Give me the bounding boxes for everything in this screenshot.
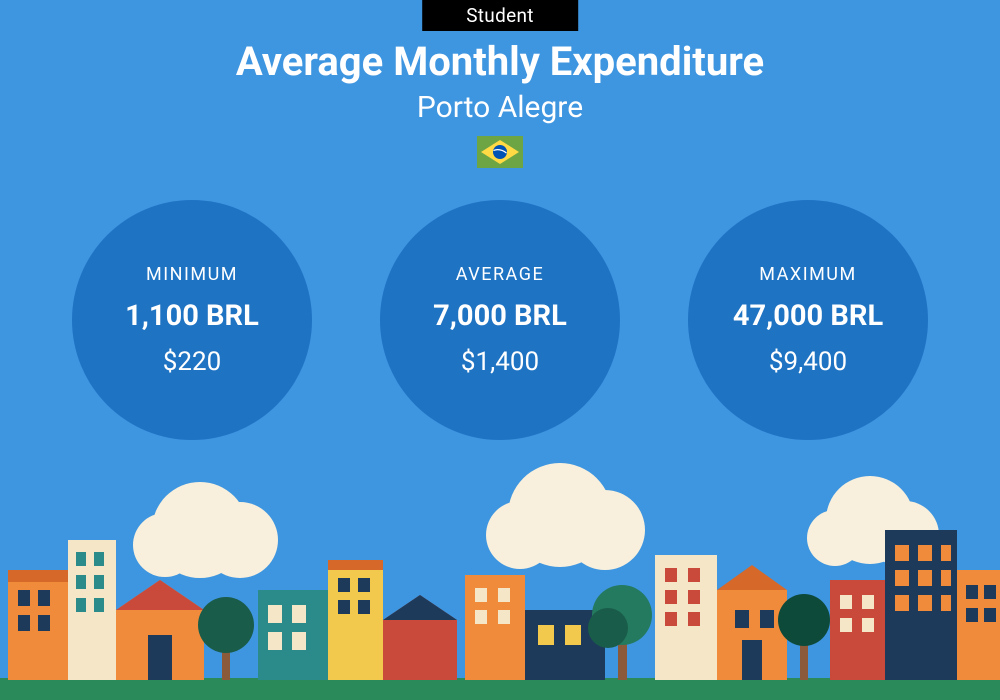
category-badge: Student: [422, 0, 578, 31]
stat-label: AVERAGE: [456, 264, 544, 285]
stats-row: MINIMUM 1,100 BRL $220 AVERAGE 7,000 BRL…: [0, 200, 1000, 440]
badge-label: Student: [466, 4, 534, 27]
stat-secondary-value: $9,400: [769, 347, 847, 377]
stat-secondary-value: $220: [163, 347, 221, 377]
stat-secondary-value: $1,400: [461, 347, 539, 377]
stat-circle-maximum: MAXIMUM 47,000 BRL $9,400: [688, 200, 928, 440]
stat-label: MINIMUM: [146, 264, 238, 285]
stat-primary-value: 47,000 BRL: [733, 299, 883, 333]
page-title: Average Monthly Expenditure: [0, 38, 1000, 85]
cityscape-illustration: [0, 460, 1000, 700]
page-subtitle: Porto Alegre: [0, 90, 1000, 125]
stat-primary-value: 1,100 BRL: [125, 299, 259, 333]
stat-circle-minimum: MINIMUM 1,100 BRL $220: [72, 200, 312, 440]
stat-label: MAXIMUM: [759, 264, 856, 285]
stat-circle-average: AVERAGE 7,000 BRL $1,400: [380, 200, 620, 440]
country-flag-icon: [477, 136, 523, 168]
stat-primary-value: 7,000 BRL: [433, 299, 567, 333]
